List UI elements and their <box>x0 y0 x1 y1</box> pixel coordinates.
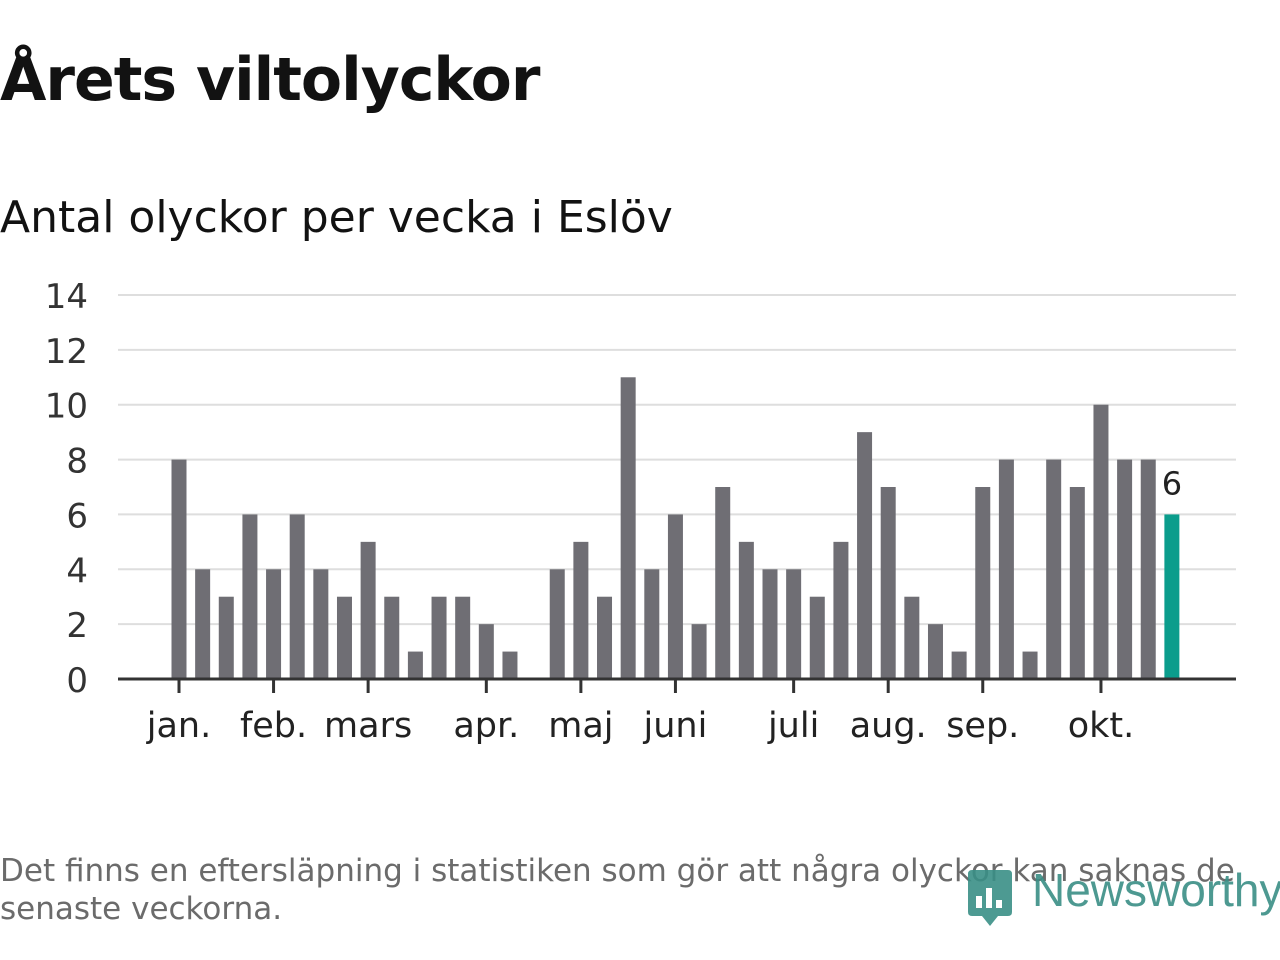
newsworthy-logo: Newsworthy <box>962 862 1280 932</box>
bar <box>786 569 802 679</box>
x-tick-label: jan. <box>146 706 211 746</box>
bar <box>289 514 305 679</box>
bar <box>880 487 896 679</box>
bar <box>809 596 825 679</box>
y-tick-label: 8 <box>66 442 88 482</box>
annotations: 6 <box>1162 464 1182 502</box>
x-tick-label: juli <box>767 706 819 746</box>
bar <box>857 432 873 679</box>
y-tick-label: 14 <box>45 277 88 317</box>
bar <box>644 569 660 679</box>
bar <box>384 596 400 679</box>
bar <box>573 541 589 679</box>
bar <box>597 596 613 679</box>
bar <box>171 459 187 679</box>
bar <box>998 459 1014 679</box>
bar <box>975 487 991 679</box>
y-tick-label: 2 <box>66 606 88 646</box>
x-axis: jan. feb. mars apr. maj juni juli aug. sep. okt. <box>118 677 1236 746</box>
bar <box>738 541 754 679</box>
x-tick-label: okt. <box>1068 706 1135 746</box>
brand-name: Newsworthy <box>1032 864 1280 916</box>
x-tick-label: juni <box>643 706 708 746</box>
x-tick-label: aug. <box>850 706 927 746</box>
bar <box>667 514 683 679</box>
footnote: Det finns en eftersläpning i statistiken… <box>0 853 1235 927</box>
y-tick-label: 4 <box>66 551 88 591</box>
data-label: 6 <box>1162 464 1182 502</box>
bar <box>195 569 211 679</box>
bar <box>762 569 778 679</box>
bar <box>455 596 471 679</box>
x-tick-label: mars <box>324 706 412 746</box>
bar <box>927 624 943 679</box>
bar <box>218 596 234 679</box>
bar <box>833 541 849 679</box>
x-tick-label: apr. <box>453 706 519 746</box>
bar <box>1140 459 1156 679</box>
bar <box>951 651 967 679</box>
bar <box>407 651 423 679</box>
chart-title: Årets viltolyckor <box>0 45 540 115</box>
bar <box>242 514 258 679</box>
x-tick-label: sep. <box>946 706 1019 746</box>
bar <box>478 624 494 679</box>
bar <box>313 569 329 679</box>
y-tick-label: 12 <box>45 332 88 372</box>
bar <box>1093 404 1109 679</box>
bar <box>266 569 282 679</box>
bars <box>171 377 1180 679</box>
y-tick-label: 6 <box>66 496 88 536</box>
bar <box>715 487 731 679</box>
chart-subtitle: Antal olyckor per vecka i Eslöv <box>0 192 673 243</box>
bar <box>1069 487 1085 679</box>
x-tick-label: maj <box>548 706 613 746</box>
bar <box>549 569 565 679</box>
bar <box>502 651 518 679</box>
bar <box>336 596 352 679</box>
bar-chart: 0 2 4 6 8 10 12 14 jan. feb. mars apr. maj juni juli a… <box>45 277 1236 746</box>
bar <box>904 596 920 679</box>
y-axis-ticks: 0 2 4 6 8 10 12 14 <box>45 277 88 701</box>
y-tick-label: 10 <box>45 387 88 427</box>
bar <box>360 541 376 679</box>
bar-highlight <box>1164 514 1180 679</box>
bar <box>431 596 447 679</box>
bar <box>1046 459 1062 679</box>
bar <box>1117 459 1133 679</box>
bar <box>691 624 707 679</box>
bar <box>1022 651 1038 679</box>
bar <box>620 377 636 679</box>
y-tick-label: 0 <box>66 661 88 701</box>
newsworthy-logo-icon <box>968 870 1012 926</box>
x-tick-label: feb. <box>240 706 307 746</box>
